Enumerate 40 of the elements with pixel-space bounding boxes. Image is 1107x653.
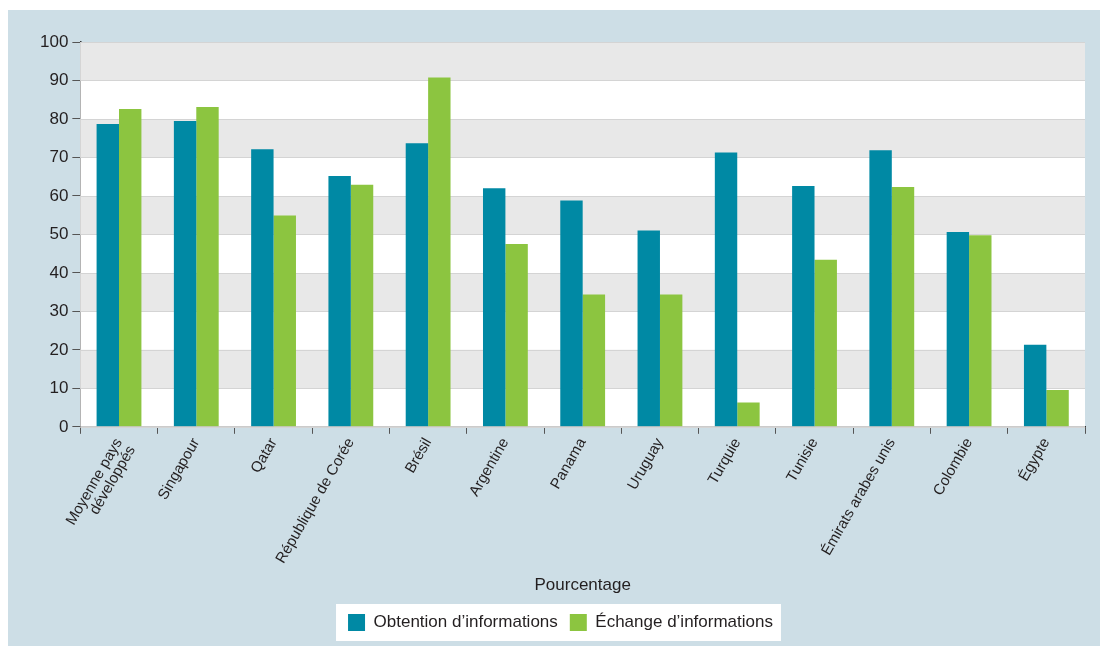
y-tick-label: 70 <box>49 147 69 167</box>
bar <box>659 294 683 427</box>
bar <box>328 175 351 427</box>
bar <box>969 235 992 427</box>
bar <box>891 187 915 427</box>
y-tick-label: 80 <box>49 108 69 128</box>
y-tick-label: 0 <box>58 416 69 436</box>
bar <box>560 200 583 427</box>
bar <box>946 232 970 427</box>
bar <box>1046 389 1069 427</box>
bar <box>405 143 429 427</box>
legend-label: Obtention d’informations <box>373 612 558 632</box>
y-tick-label: 30 <box>49 301 69 321</box>
y-tick-label: 60 <box>49 185 69 205</box>
y-tick-label: 90 <box>49 70 69 90</box>
y-tick-label: 10 <box>49 378 69 398</box>
bar <box>273 215 296 427</box>
bar <box>505 244 528 427</box>
y-tick-label: 50 <box>49 224 69 244</box>
bar <box>119 108 142 427</box>
bar <box>737 402 760 427</box>
bar <box>714 152 738 427</box>
bar <box>482 188 506 427</box>
bar <box>350 184 374 427</box>
bar <box>96 123 119 427</box>
x-axis-title: Pourcentage <box>534 575 631 595</box>
bar <box>428 77 451 427</box>
y-tick-label: 20 <box>49 339 69 359</box>
bar <box>1023 344 1047 427</box>
bar <box>196 107 219 427</box>
bar <box>792 185 815 427</box>
bar <box>582 294 606 427</box>
bar <box>814 259 837 427</box>
y-tick-label: 100 <box>39 31 69 51</box>
bar <box>869 150 892 427</box>
bar <box>637 230 660 427</box>
bar <box>173 120 197 427</box>
y-tick-label: 40 <box>49 262 69 282</box>
legend-label: Échange d’informations <box>595 612 773 632</box>
bar <box>251 149 274 427</box>
